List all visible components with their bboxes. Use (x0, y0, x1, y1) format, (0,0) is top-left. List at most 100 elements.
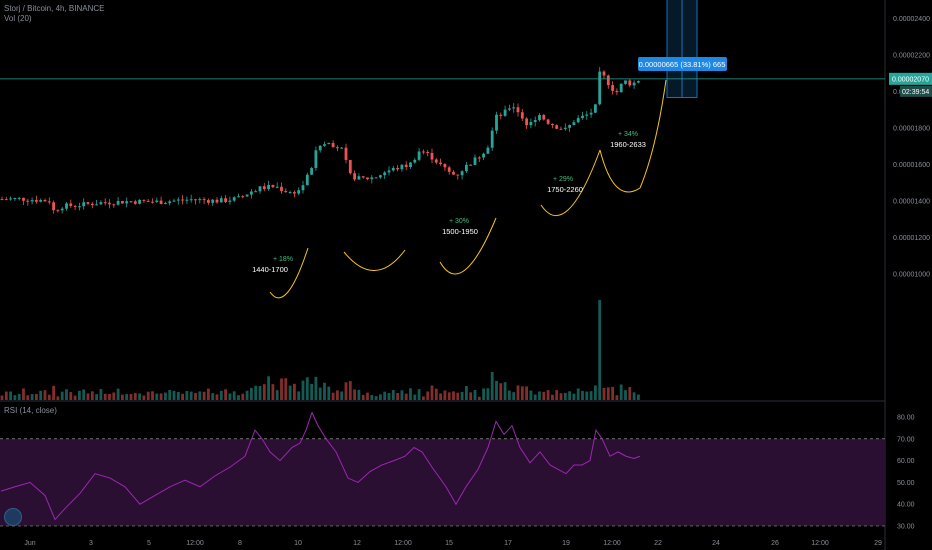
volume-bar (151, 391, 154, 400)
volume-bar (572, 393, 576, 400)
volume-bar (499, 383, 503, 400)
x-tick-label: 12:00 (186, 540, 204, 547)
candle (357, 176, 361, 180)
volume-bar (56, 396, 60, 400)
rsi-tick-label: 60.00 (897, 458, 915, 465)
candle (65, 203, 68, 209)
candle (176, 199, 180, 201)
countdown-value: 02:39:54 (902, 89, 929, 96)
volume-bar (211, 393, 215, 400)
candle (581, 115, 584, 119)
candle (387, 170, 391, 173)
volume-bar (512, 392, 516, 400)
annotation-range: 1960-2633 (610, 140, 646, 149)
volume-bar (288, 385, 292, 400)
volume-bar (305, 377, 309, 400)
volume-bar (340, 391, 344, 400)
volume-bar (568, 391, 571, 400)
volume-bar (336, 390, 339, 400)
candle (288, 192, 292, 194)
candle (0, 199, 4, 201)
volume-bar (508, 390, 511, 400)
x-tick-label: 29 (874, 540, 882, 547)
volume-bar (17, 393, 21, 400)
volume-bar (606, 387, 610, 400)
candle (563, 127, 567, 129)
candle (103, 202, 107, 204)
candle (56, 210, 60, 212)
volume-bar (323, 382, 326, 400)
candle (370, 177, 374, 180)
volume-bar (95, 394, 98, 400)
annotation-range: 1500-1950 (442, 227, 478, 236)
volume-bar (207, 388, 210, 400)
candle (47, 201, 51, 203)
candle (331, 143, 335, 148)
candle (9, 198, 12, 200)
x-tick-label: 5 (147, 540, 151, 547)
candle (215, 199, 219, 203)
candle (301, 185, 305, 191)
volume-bar (271, 384, 275, 400)
volume-bar (396, 393, 399, 400)
candle (211, 199, 215, 203)
volume-bar (400, 390, 404, 400)
candle (90, 203, 94, 206)
projection-arc (639, 79, 667, 189)
x-tick-label: 10 (294, 540, 302, 547)
volume-bar (447, 392, 451, 400)
volume-bar (559, 393, 563, 400)
volume-bar (219, 390, 223, 400)
candle (409, 162, 412, 168)
volume-bar (443, 390, 447, 400)
candle (546, 119, 550, 124)
volume-bar (538, 391, 541, 400)
volume-bar (391, 390, 395, 400)
candle (35, 200, 38, 202)
volume-bar (262, 384, 266, 400)
y-tick-label: 0.00001200 (893, 235, 930, 242)
volume-bar (422, 396, 425, 400)
volume-bar (602, 387, 606, 400)
candle (559, 128, 563, 130)
rsi-tick-label: 30.00 (897, 524, 915, 531)
volume-bar (164, 392, 167, 400)
volume-bar (159, 393, 163, 400)
candle (30, 200, 34, 202)
candle (542, 114, 546, 120)
volume-bar (361, 395, 365, 400)
candle (379, 175, 382, 178)
volume-bar (47, 394, 51, 400)
candle (164, 203, 167, 205)
y-tick-label: 0.00002400 (893, 16, 930, 23)
candle (628, 80, 632, 86)
tradingview-logo-icon[interactable] (4, 508, 22, 526)
volume-bar (241, 393, 245, 400)
volume-bar (452, 391, 455, 400)
candle (26, 200, 30, 202)
candle (314, 150, 318, 169)
volume-bar (434, 388, 438, 400)
rsi-tick-label: 50.00 (897, 480, 915, 487)
volume-bar (490, 372, 494, 400)
candle (551, 123, 554, 126)
volume-bar (594, 385, 597, 400)
volume-bar (469, 392, 473, 400)
x-tick-label: 12 (353, 540, 361, 547)
volume-bar (460, 391, 464, 400)
volume-bar (301, 380, 305, 400)
candle (237, 196, 240, 198)
candle (142, 199, 146, 201)
volume-bar (215, 394, 219, 400)
candle (585, 114, 589, 116)
candle (589, 112, 593, 115)
y-tick-label: 0.00001400 (893, 198, 930, 205)
volume-bar (598, 300, 602, 400)
volume-bar (90, 391, 94, 400)
volume-bar (82, 389, 86, 400)
x-tick-label: 15 (445, 540, 453, 547)
candle (336, 147, 339, 149)
candle (172, 200, 176, 202)
x-tick-label: 12:00 (603, 540, 621, 547)
